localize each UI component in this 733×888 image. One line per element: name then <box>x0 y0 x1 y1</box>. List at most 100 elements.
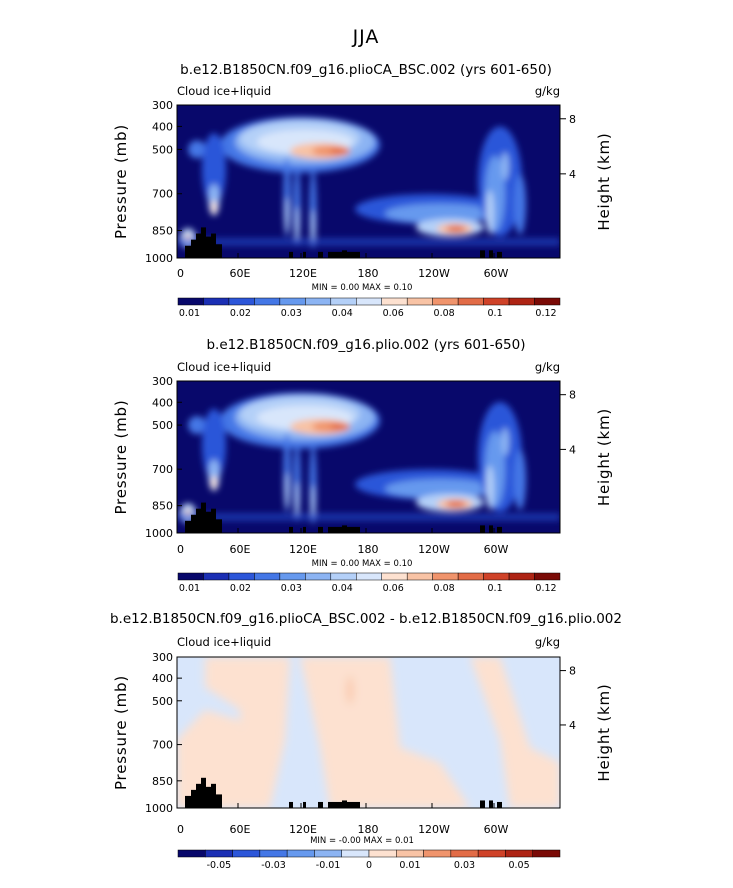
terrain-mask <box>196 508 201 533</box>
terrain-mask <box>303 801 306 808</box>
terrain-mask <box>303 251 306 258</box>
y-axis-title: Pressure (mb) <box>112 399 130 514</box>
y-tick-label: 850 <box>152 224 173 237</box>
panel-1: b.e12.B1850CN.f09_g16.plioCA_BSC.002 (yr… <box>112 62 613 319</box>
contour-fill <box>208 183 220 216</box>
plot-frame <box>176 656 561 809</box>
terrain-mask <box>289 801 293 808</box>
y-tick-label: 850 <box>152 775 173 788</box>
colorbar-label: 0.1 <box>488 308 503 319</box>
y-tick-label: 300 <box>152 375 173 388</box>
x-tick-label: 0 <box>177 823 184 836</box>
colorbar-label: -0.01 <box>316 860 341 871</box>
contour-fill <box>205 657 290 808</box>
colorbar-box <box>279 297 306 306</box>
min-max-label: MIN = 0.00 MAX = 0.10 <box>312 559 413 569</box>
x-tick-label: 120E <box>289 543 317 556</box>
terrain-mask <box>497 801 502 808</box>
contour-fill <box>285 197 289 234</box>
colorbar-label: 0.04 <box>332 583 353 594</box>
contour-fill <box>300 657 470 808</box>
contour-fill <box>295 481 299 518</box>
colorbar-box <box>396 849 424 858</box>
terrain-mask <box>201 502 206 533</box>
terrain-mask <box>303 526 306 533</box>
terrain-mask <box>196 233 201 258</box>
y-tick-label: 500 <box>152 695 173 708</box>
y-tick-label: 700 <box>152 188 173 201</box>
field-label: Cloud ice+liquid <box>177 360 271 374</box>
terrain-mask <box>206 786 211 808</box>
colorbar: 0.01 0.02 0.03 0.04 0.06 0.08 0.1 0.12 <box>177 572 561 594</box>
terrain-mask <box>216 794 222 808</box>
contour-fill <box>385 478 495 499</box>
colorbar-box <box>177 572 204 581</box>
terrain-mask <box>185 520 191 533</box>
contour-fill <box>295 206 299 243</box>
colorbar-box <box>508 297 535 306</box>
x-tick-label: 60W <box>484 543 509 556</box>
terrain-mask <box>191 789 196 808</box>
plot-frame <box>176 380 561 534</box>
y-tick-label: 500 <box>152 143 173 156</box>
figure-title: JJA <box>352 26 380 48</box>
contour-fill <box>501 152 509 181</box>
colorbar-box <box>254 572 281 581</box>
colorbar-label: 0.12 <box>535 308 556 319</box>
y-tick-label: 850 <box>152 500 173 513</box>
y-tick-label: 300 <box>152 651 173 664</box>
colorbar-box <box>286 849 315 858</box>
terrain-mask <box>318 801 323 808</box>
contour-fill <box>446 225 466 233</box>
contour-fill <box>177 709 250 808</box>
colorbar-box <box>254 297 281 306</box>
colorbar-box <box>534 572 561 581</box>
colorbar-box <box>203 572 230 581</box>
colorbar-box <box>341 849 370 858</box>
terrain-mask <box>191 514 196 533</box>
terrain-mask <box>201 777 206 808</box>
terrain-mask <box>206 511 211 533</box>
terrain-mask <box>185 245 191 258</box>
x-tick-label: 120E <box>289 823 317 836</box>
colorbar-box <box>305 572 332 581</box>
colorbar-label: 0.01 <box>179 308 200 319</box>
y-axis-title: Pressure (mb) <box>112 124 130 239</box>
contour-fill <box>514 449 526 510</box>
y2-tick-label: 8 <box>569 389 576 402</box>
contour-fill <box>208 459 220 492</box>
contour-fill <box>486 190 494 235</box>
y2-tick-label: 8 <box>569 113 576 126</box>
colorbar-box <box>356 297 382 306</box>
panel-title: b.e12.B1850CN.f09_g16.plioCA_BSC.002 (yr… <box>180 62 552 78</box>
contour-fill <box>520 771 560 800</box>
x-tick-label: 60W <box>484 267 509 280</box>
contour-fill <box>330 423 350 431</box>
colorbar-box <box>457 297 484 306</box>
y-tick-label: 1000 <box>145 802 173 815</box>
contour-fill <box>285 472 289 509</box>
colorbar-box <box>314 849 342 858</box>
colorbar: -0.05 -0.03 -0.01 0 0.01 0.03 0.05 <box>177 849 561 871</box>
x-tick-label: 120E <box>289 267 317 280</box>
contour-fill <box>486 465 494 510</box>
colorbar-box <box>432 572 459 581</box>
colorbar-label: 0.06 <box>383 308 404 319</box>
terrain-mask <box>216 519 222 533</box>
y-tick-label: 700 <box>152 739 173 752</box>
terrain-mask <box>216 244 222 258</box>
contour-layer <box>177 392 560 525</box>
colorbar-box <box>259 849 288 858</box>
colorbar-box <box>406 572 433 581</box>
terrain-mask <box>211 783 216 808</box>
colorbar-box <box>330 572 357 581</box>
colorbar-box <box>177 849 206 858</box>
colorbar-label: 0.06 <box>383 583 404 594</box>
y-tick-label: 500 <box>152 419 173 432</box>
y-tick-label: 1000 <box>145 527 173 540</box>
terrain-mask <box>489 525 493 533</box>
colorbar-box <box>381 572 408 581</box>
panel-3: b.e12.B1850CN.f09_g16.plioCA_BSC.002 - b… <box>110 611 622 871</box>
surface-band <box>177 513 560 521</box>
colorbar-label: 0.02 <box>230 308 251 319</box>
